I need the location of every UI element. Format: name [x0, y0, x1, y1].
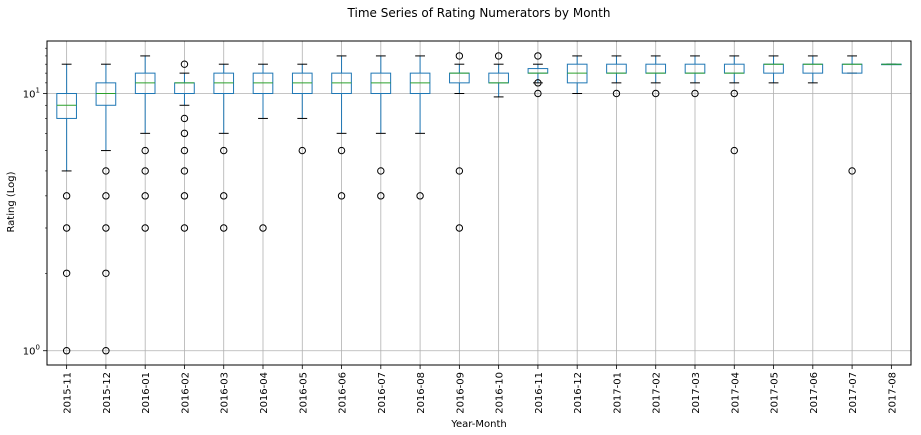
outlier-point	[62, 347, 71, 355]
outlier-point	[534, 79, 542, 87]
outlier-point	[337, 146, 346, 155]
outlier-point	[62, 192, 71, 200]
outlier-point	[141, 167, 149, 175]
outlier-point	[377, 167, 385, 175]
outlier-point	[455, 224, 464, 232]
y-tick-label: 101	[23, 87, 40, 101]
x-tick-label: 2017-04	[730, 372, 741, 414]
outlier-point	[848, 167, 856, 175]
x-tick-label: 2016-07	[377, 372, 388, 414]
outlier-point	[534, 89, 542, 98]
x-tick-label: 2017-08	[887, 372, 898, 414]
outlier-point	[141, 146, 149, 155]
outlier-point	[180, 192, 189, 200]
x-tick-label: 2016-05	[298, 372, 309, 414]
x-tick-label: 2016-09	[455, 372, 466, 414]
box-iqr	[95, 82, 117, 106]
outlier-point	[298, 146, 306, 155]
outlier-point	[180, 146, 189, 155]
outlier-point	[652, 89, 660, 98]
outlier-point	[220, 146, 228, 155]
outlier-point	[180, 114, 189, 123]
x-tick-label: 2016-08	[416, 372, 427, 414]
x-tick-label: 2017-07	[848, 372, 859, 414]
x-tick-label: 2017-05	[770, 372, 781, 414]
x-tick-label: 2016-10	[495, 372, 506, 414]
outlier-point	[220, 192, 228, 200]
y-axis-label: Rating (Log)	[6, 171, 17, 232]
outlier-point	[612, 89, 621, 98]
x-tick-label: 2015-11	[63, 372, 74, 414]
outlier-point	[180, 60, 189, 68]
outlier-point	[102, 224, 110, 232]
outlier-point	[455, 167, 464, 175]
box-iqr	[56, 93, 77, 119]
x-tick-label: 2016-12	[573, 372, 584, 414]
outlier-point	[141, 192, 149, 200]
outlier-point	[259, 224, 267, 232]
outlier-point	[534, 52, 542, 60]
plot-area: 100 101 2015-11 2015-12 2016-01 2016-02 2016-0…	[23, 40, 912, 414]
outlier-point	[180, 224, 189, 232]
x-tick-label: 2017-01	[612, 372, 623, 414]
x-axis-label: Year-Month	[450, 419, 506, 430]
outlier-point	[180, 167, 189, 175]
outlier-point	[691, 89, 699, 98]
outlier-point	[416, 192, 424, 200]
outlier-point	[730, 89, 738, 98]
outlier-point	[62, 269, 71, 277]
outlier-point	[180, 129, 189, 138]
x-tick-label: 2017-02	[652, 372, 663, 414]
chart-title: Time Series of Rating Numerators by Mont…	[347, 6, 611, 20]
x-tick-label: 2017-03	[691, 372, 702, 414]
x-tick-label: 2017-06	[809, 372, 820, 414]
x-tick-label: 2015-12	[102, 372, 113, 414]
outlier-point	[102, 167, 110, 175]
outlier-point	[102, 347, 110, 355]
x-tick-label: 2016-04	[259, 372, 270, 414]
outlier-point	[102, 192, 110, 200]
x-tick-label: 2016-01	[141, 372, 152, 414]
outlier-point	[337, 192, 346, 200]
x-tick-label: 2016-02	[180, 372, 191, 414]
plot-frame	[46, 40, 912, 366]
outlier-point	[141, 224, 149, 232]
outlier-point	[62, 224, 71, 232]
x-tick-label: 2016-06	[338, 372, 349, 414]
y-tick-label: 100	[23, 344, 40, 358]
outlier-point	[455, 52, 464, 60]
outlier-point	[220, 224, 228, 232]
outlier-point	[377, 192, 385, 200]
outlier-point	[494, 52, 503, 60]
x-tick-label: 2016-11	[534, 372, 545, 414]
outlier-point	[102, 269, 110, 277]
x-tick-label: 2016-03	[220, 372, 231, 414]
outlier-point	[730, 146, 738, 155]
